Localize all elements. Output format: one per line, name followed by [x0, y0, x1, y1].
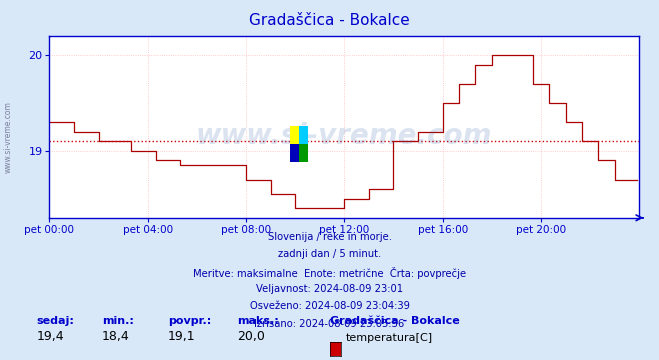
Text: maks.:: maks.:	[237, 316, 279, 326]
Text: Gradaščica - Bokalce: Gradaščica - Bokalce	[330, 316, 459, 326]
Text: www.si-vreme.com: www.si-vreme.com	[3, 101, 13, 173]
Text: Gradaščica - Bokalce: Gradaščica - Bokalce	[249, 13, 410, 28]
Text: sedaj:: sedaj:	[36, 316, 74, 326]
Text: 19,1: 19,1	[168, 330, 196, 343]
Text: Slovenija / reke in morje.: Slovenija / reke in morje.	[268, 232, 391, 242]
Bar	[299, 144, 308, 162]
Text: Meritve: maksimalne  Enote: metrične  Črta: povprečje: Meritve: maksimalne Enote: metrične Črta…	[193, 267, 466, 279]
Text: 20,0: 20,0	[237, 330, 265, 343]
Text: min.:: min.:	[102, 316, 134, 326]
Text: povpr.:: povpr.:	[168, 316, 212, 326]
Bar	[299, 126, 308, 144]
Text: temperatura[C]: temperatura[C]	[346, 333, 433, 343]
Text: Veljavnost: 2024-08-09 23:01: Veljavnost: 2024-08-09 23:01	[256, 284, 403, 294]
Text: Osveženo: 2024-08-09 23:04:39: Osveženo: 2024-08-09 23:04:39	[250, 301, 409, 311]
Text: Izrisano: 2024-08-09 23:05:36: Izrisano: 2024-08-09 23:05:36	[254, 319, 405, 329]
Bar	[290, 144, 299, 162]
Text: 18,4: 18,4	[102, 330, 130, 343]
Text: www.si-vreme.com: www.si-vreme.com	[196, 122, 492, 150]
Text: zadnji dan / 5 minut.: zadnji dan / 5 minut.	[278, 249, 381, 260]
Bar	[290, 126, 299, 144]
Text: 19,4: 19,4	[36, 330, 64, 343]
